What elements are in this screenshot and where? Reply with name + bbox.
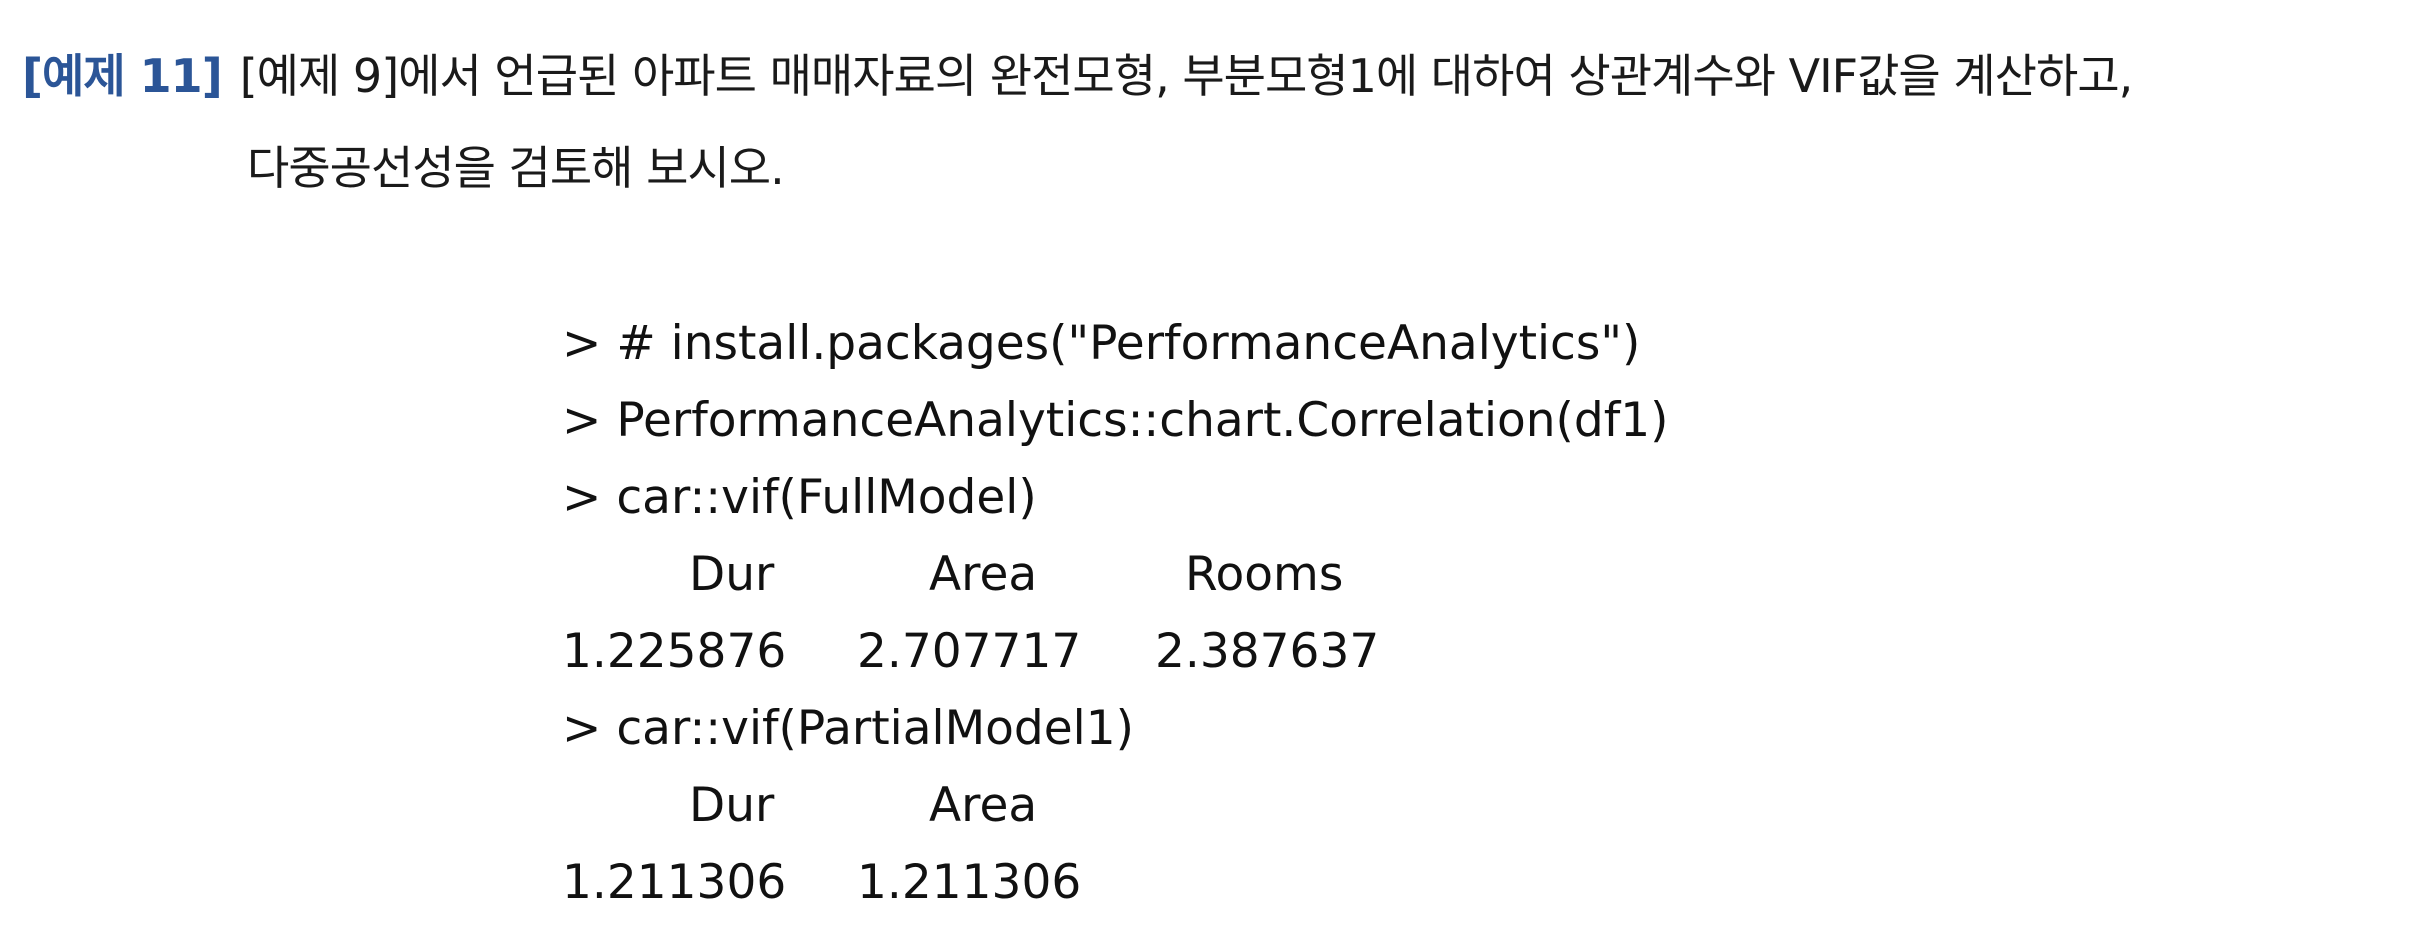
partial-vif-value-row: 1.211306 1.211306	[562, 844, 1669, 921]
problem-label: [예제 11]	[22, 49, 223, 103]
full-vif-value-row: 1.225876 2.707717 2.387637	[562, 613, 1669, 690]
full-vif-value-dur: 1.225876	[562, 624, 787, 679]
code-line-vif-partial: > car::vif(PartialModel1)	[562, 701, 1134, 756]
code-line-vif-full: > car::vif(FullModel)	[562, 470, 1037, 525]
problem-text-2: 다중공선성을 검토해 보시오.	[247, 141, 785, 195]
problem-statement: [예제 11] [예제 9]에서 언급된 아파트 매매자료의 완전모형, 부분모형…	[22, 30, 2402, 214]
partial-vif-value-dur: 1.211306	[562, 855, 787, 910]
partial-vif-header-row: Dur Area	[562, 767, 1669, 844]
full-vif-value-area: 2.707717	[857, 624, 1082, 679]
full-vif-header-row: Dur Area Rooms	[562, 536, 1669, 613]
problem-line-2: 다중공선성을 검토해 보시오.	[22, 122, 2402, 214]
r-code-output: > # install.packages("PerformanceAnalyti…	[562, 305, 1669, 921]
partial-vif-header-area: Area	[929, 778, 1038, 833]
code-line-chart-correlation: > PerformanceAnalytics::chart.Correlatio…	[562, 393, 1669, 448]
full-vif-header-rooms: Rooms	[1185, 547, 1344, 602]
partial-vif-value-area: 1.211306	[857, 855, 1082, 910]
problem-text-1: [예제 9]에서 언급된 아파트 매매자료의 완전모형, 부분모형1에 대하여 …	[239, 49, 2134, 103]
full-vif-header-area: Area	[929, 547, 1038, 602]
code-line-install: > # install.packages("PerformanceAnalyti…	[562, 316, 1641, 371]
problem-line-1: [예제 11] [예제 9]에서 언급된 아파트 매매자료의 완전모형, 부분모형…	[22, 30, 2402, 122]
full-vif-header-dur: Dur	[689, 547, 775, 602]
full-vif-value-rooms: 2.387637	[1155, 624, 1380, 679]
partial-vif-header-dur: Dur	[689, 778, 775, 833]
